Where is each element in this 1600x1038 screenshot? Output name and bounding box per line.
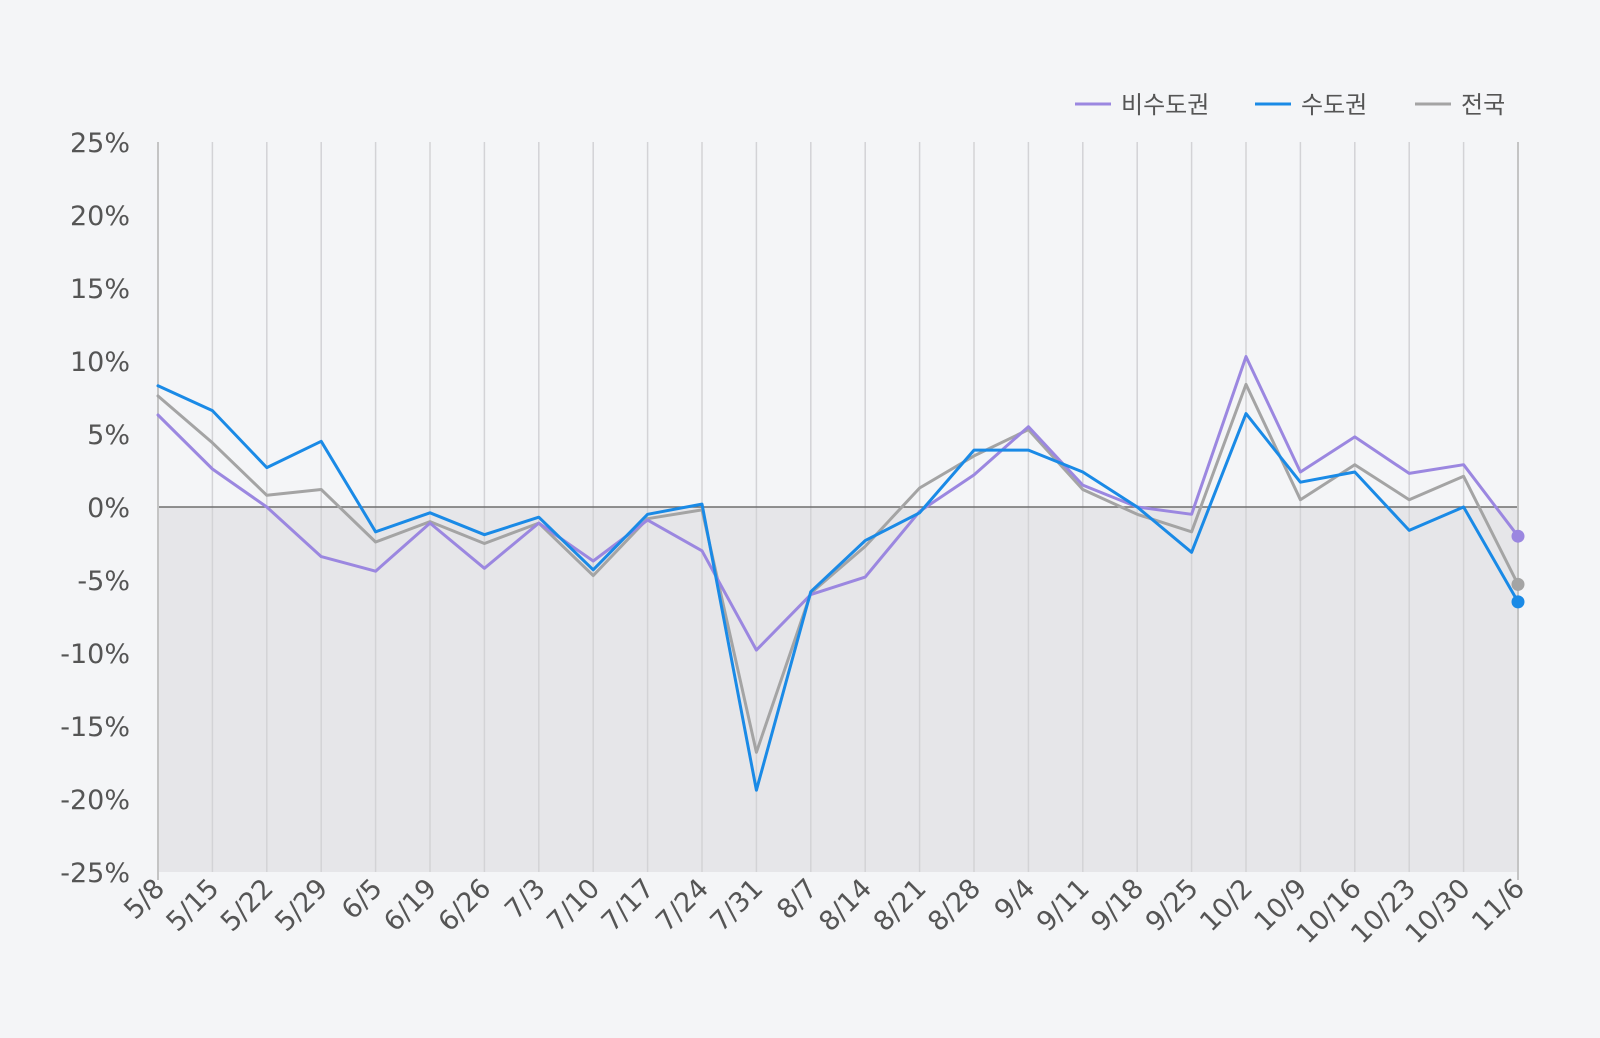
y-tick-label: 5% — [87, 420, 130, 451]
series-line-1 — [156, 384, 1520, 792]
series-line-2 — [156, 382, 1520, 754]
legend-label: 수도권 — [1301, 91, 1367, 119]
y-tick-label: -10% — [60, 639, 130, 670]
y-tick-label: -20% — [60, 785, 130, 816]
y-tick-label: -5% — [77, 566, 130, 597]
legend-label: 전국 — [1461, 91, 1505, 119]
series-end-markers — [1511, 529, 1525, 609]
end-point-marker-1 — [1511, 595, 1525, 609]
y-tick-label: 25% — [70, 128, 130, 159]
y-tick-label: 0% — [87, 493, 130, 524]
y-tick-label: 10% — [70, 347, 130, 378]
y-tick-label: -15% — [60, 712, 130, 743]
negative-region-shade — [158, 507, 1518, 872]
legend: 비수도권 수도권 전국 — [1075, 91, 1505, 119]
series-lines — [156, 355, 1520, 792]
end-point-marker-2 — [1511, 577, 1525, 591]
y-tick-label: 15% — [70, 274, 130, 305]
y-tick-label: -25% — [60, 858, 130, 889]
y-axis-ticks: 25% 20% 15% 10% 5% 0% -5% -10% -15% -20% -25% — [60, 128, 130, 889]
series-line-0 — [156, 355, 1520, 652]
end-point-marker-0 — [1511, 529, 1525, 543]
y-tick-label: 20% — [70, 201, 130, 232]
legend-label: 비수도권 — [1121, 91, 1209, 119]
